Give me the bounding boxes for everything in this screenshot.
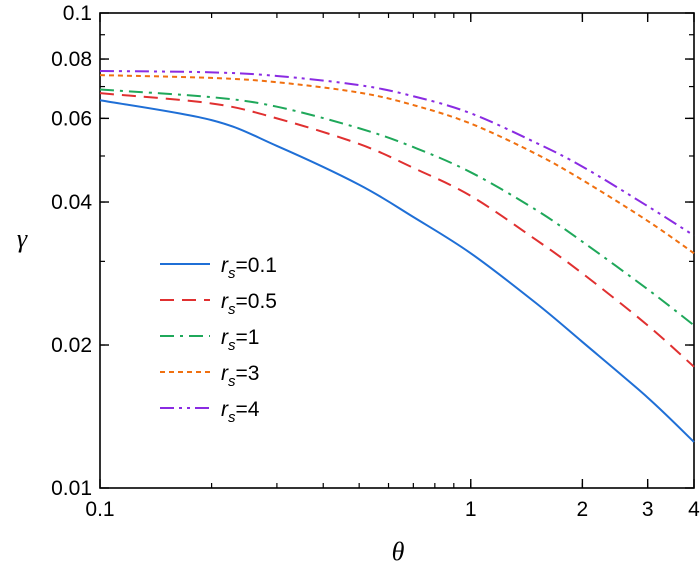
series-line-rs-3 — [99, 74, 695, 255]
y-tick-label: 0.04 — [51, 191, 92, 214]
legend-label: rs=4 — [221, 398, 260, 426]
y-tick-label: 0.02 — [51, 334, 92, 357]
legend-label-var: r — [221, 362, 229, 385]
series-line-rs-0-1 — [99, 99, 695, 443]
legend-label-value: =0.1 — [236, 254, 277, 277]
x-tick-label: 1 — [465, 498, 477, 521]
y-tick-label: 0.1 — [63, 2, 92, 25]
legend-label-value: =4 — [236, 398, 260, 421]
legend-label-sub: s — [228, 337, 236, 354]
legend-label: rs=0.5 — [221, 290, 277, 318]
legend-label-sub: s — [228, 409, 236, 426]
x-tick-label: 4 — [688, 498, 700, 521]
legend: rs=0.1rs=0.5rs=1rs=3rs=4 — [160, 254, 277, 426]
x-tick-label: 3 — [642, 498, 654, 521]
legend-label: rs=1 — [221, 326, 259, 354]
legend-label-var: r — [221, 290, 229, 313]
legend-label-sub: s — [228, 265, 236, 282]
y-tick-label: 0.06 — [51, 107, 92, 130]
y-tick-label: 0.08 — [51, 48, 92, 71]
series-line-rs-0-5 — [99, 92, 695, 368]
legend-label-sub: s — [228, 373, 236, 390]
legend-label: rs=0.1 — [221, 254, 277, 282]
plot-frame — [99, 12, 695, 489]
legend-label-sub: s — [228, 301, 236, 318]
legend-label: rs=3 — [221, 362, 259, 390]
y-axis-title: γ — [17, 224, 28, 253]
series-line-rs-4 — [99, 69, 695, 237]
legend-label-var: r — [221, 398, 229, 421]
legend-label-var: r — [221, 326, 229, 349]
x-tick-label: 0.1 — [85, 498, 114, 521]
series-lines — [99, 69, 695, 443]
y-tick-label: 0.01 — [51, 477, 92, 500]
x-axis-title: θ — [392, 537, 405, 566]
axes: 0.1 1 2 3 4 0.01 0.02 0.04 0.06 0.08 0.1 — [51, 2, 700, 521]
legend-label-value: =3 — [236, 362, 260, 385]
legend-label-value: =1 — [236, 326, 260, 349]
legend-label-var: r — [221, 254, 229, 277]
x-tick-label: 2 — [577, 498, 589, 521]
legend-label-value: =0.5 — [236, 290, 277, 313]
